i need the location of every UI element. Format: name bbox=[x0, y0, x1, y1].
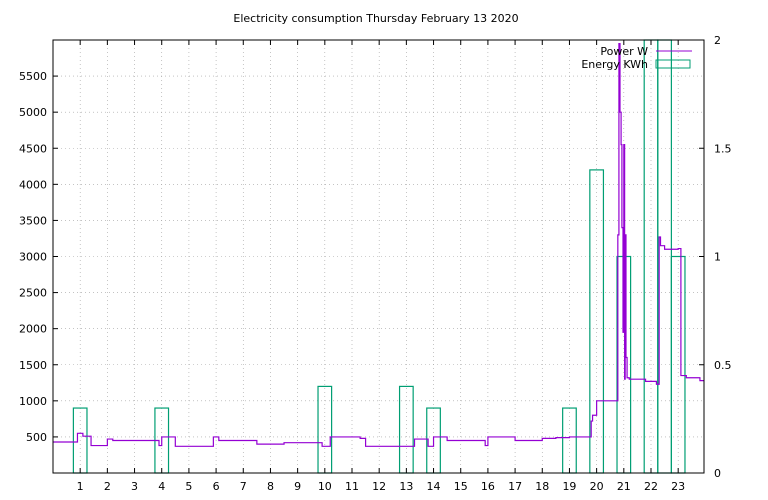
y-tick-label: 1000 bbox=[19, 395, 47, 408]
y-tick-label: 1500 bbox=[19, 359, 47, 372]
x-tick-label: 5 bbox=[185, 480, 192, 493]
x-tick-label: 16 bbox=[481, 480, 495, 493]
y-tick-label: 500 bbox=[26, 431, 47, 444]
legend: Power W Energy KWh bbox=[581, 45, 692, 71]
x-tick-label: 3 bbox=[131, 480, 138, 493]
x-tick-label: 2 bbox=[104, 480, 111, 493]
x-tick-label: 11 bbox=[345, 480, 359, 493]
y2-tick-label: 0.5 bbox=[714, 359, 732, 372]
legend-label-energy: Energy KWh bbox=[581, 58, 648, 71]
x-tick-label: 12 bbox=[372, 480, 386, 493]
x-tick-label: 21 bbox=[617, 480, 631, 493]
x-tick-label: 20 bbox=[590, 480, 604, 493]
x-tick-label: 4 bbox=[158, 480, 165, 493]
y2-tick-label: 0 bbox=[714, 467, 721, 480]
x-tick-label: 6 bbox=[213, 480, 220, 493]
x-tick-label: 23 bbox=[671, 480, 685, 493]
y2-tick-label: 1 bbox=[714, 251, 721, 264]
series-layer bbox=[53, 39, 704, 474]
x-tick-label: 18 bbox=[535, 480, 549, 493]
y-tick-label: 4500 bbox=[19, 142, 47, 155]
x-tick-label: 7 bbox=[240, 480, 247, 493]
energy-bar bbox=[589, 169, 605, 474]
y-tick-label: 2500 bbox=[19, 287, 47, 300]
y-tick-label: 4000 bbox=[19, 178, 47, 191]
y2-tick-label: 2 bbox=[714, 34, 721, 47]
y-tick-label: 3500 bbox=[19, 214, 47, 227]
y-tick-label: 3000 bbox=[19, 251, 47, 264]
x-tick-label: 14 bbox=[427, 480, 441, 493]
x-tick-label: 17 bbox=[508, 480, 522, 493]
power-line bbox=[53, 43, 704, 447]
y-tick-label: 2000 bbox=[19, 323, 47, 336]
x-tick-label: 9 bbox=[294, 480, 301, 493]
x-tick-label: 15 bbox=[454, 480, 468, 493]
axis-layer: 1 2 3 4 5 6 7 8 9 10 11 12 13 14 15 16 17 18 19 20 21 22 23500… bbox=[19, 34, 732, 493]
x-tick-label: 13 bbox=[399, 480, 413, 493]
legend-label-power: Power W bbox=[600, 45, 648, 58]
y-tick-label: 5000 bbox=[19, 106, 47, 119]
x-tick-label: 22 bbox=[644, 480, 658, 493]
grid-layer bbox=[53, 40, 704, 473]
y-tick-label: 5500 bbox=[19, 70, 47, 83]
x-tick-label: 8 bbox=[267, 480, 274, 493]
chart-title: Electricity consumption Thursday Februar… bbox=[233, 12, 518, 25]
legend-swatch-energy bbox=[655, 59, 691, 69]
plot-frame bbox=[52, 39, 705, 474]
y2-tick-label: 1.5 bbox=[714, 142, 732, 155]
x-tick-label: 10 bbox=[318, 480, 332, 493]
x-tick-label: 19 bbox=[562, 480, 576, 493]
x-tick-label: 1 bbox=[77, 480, 84, 493]
